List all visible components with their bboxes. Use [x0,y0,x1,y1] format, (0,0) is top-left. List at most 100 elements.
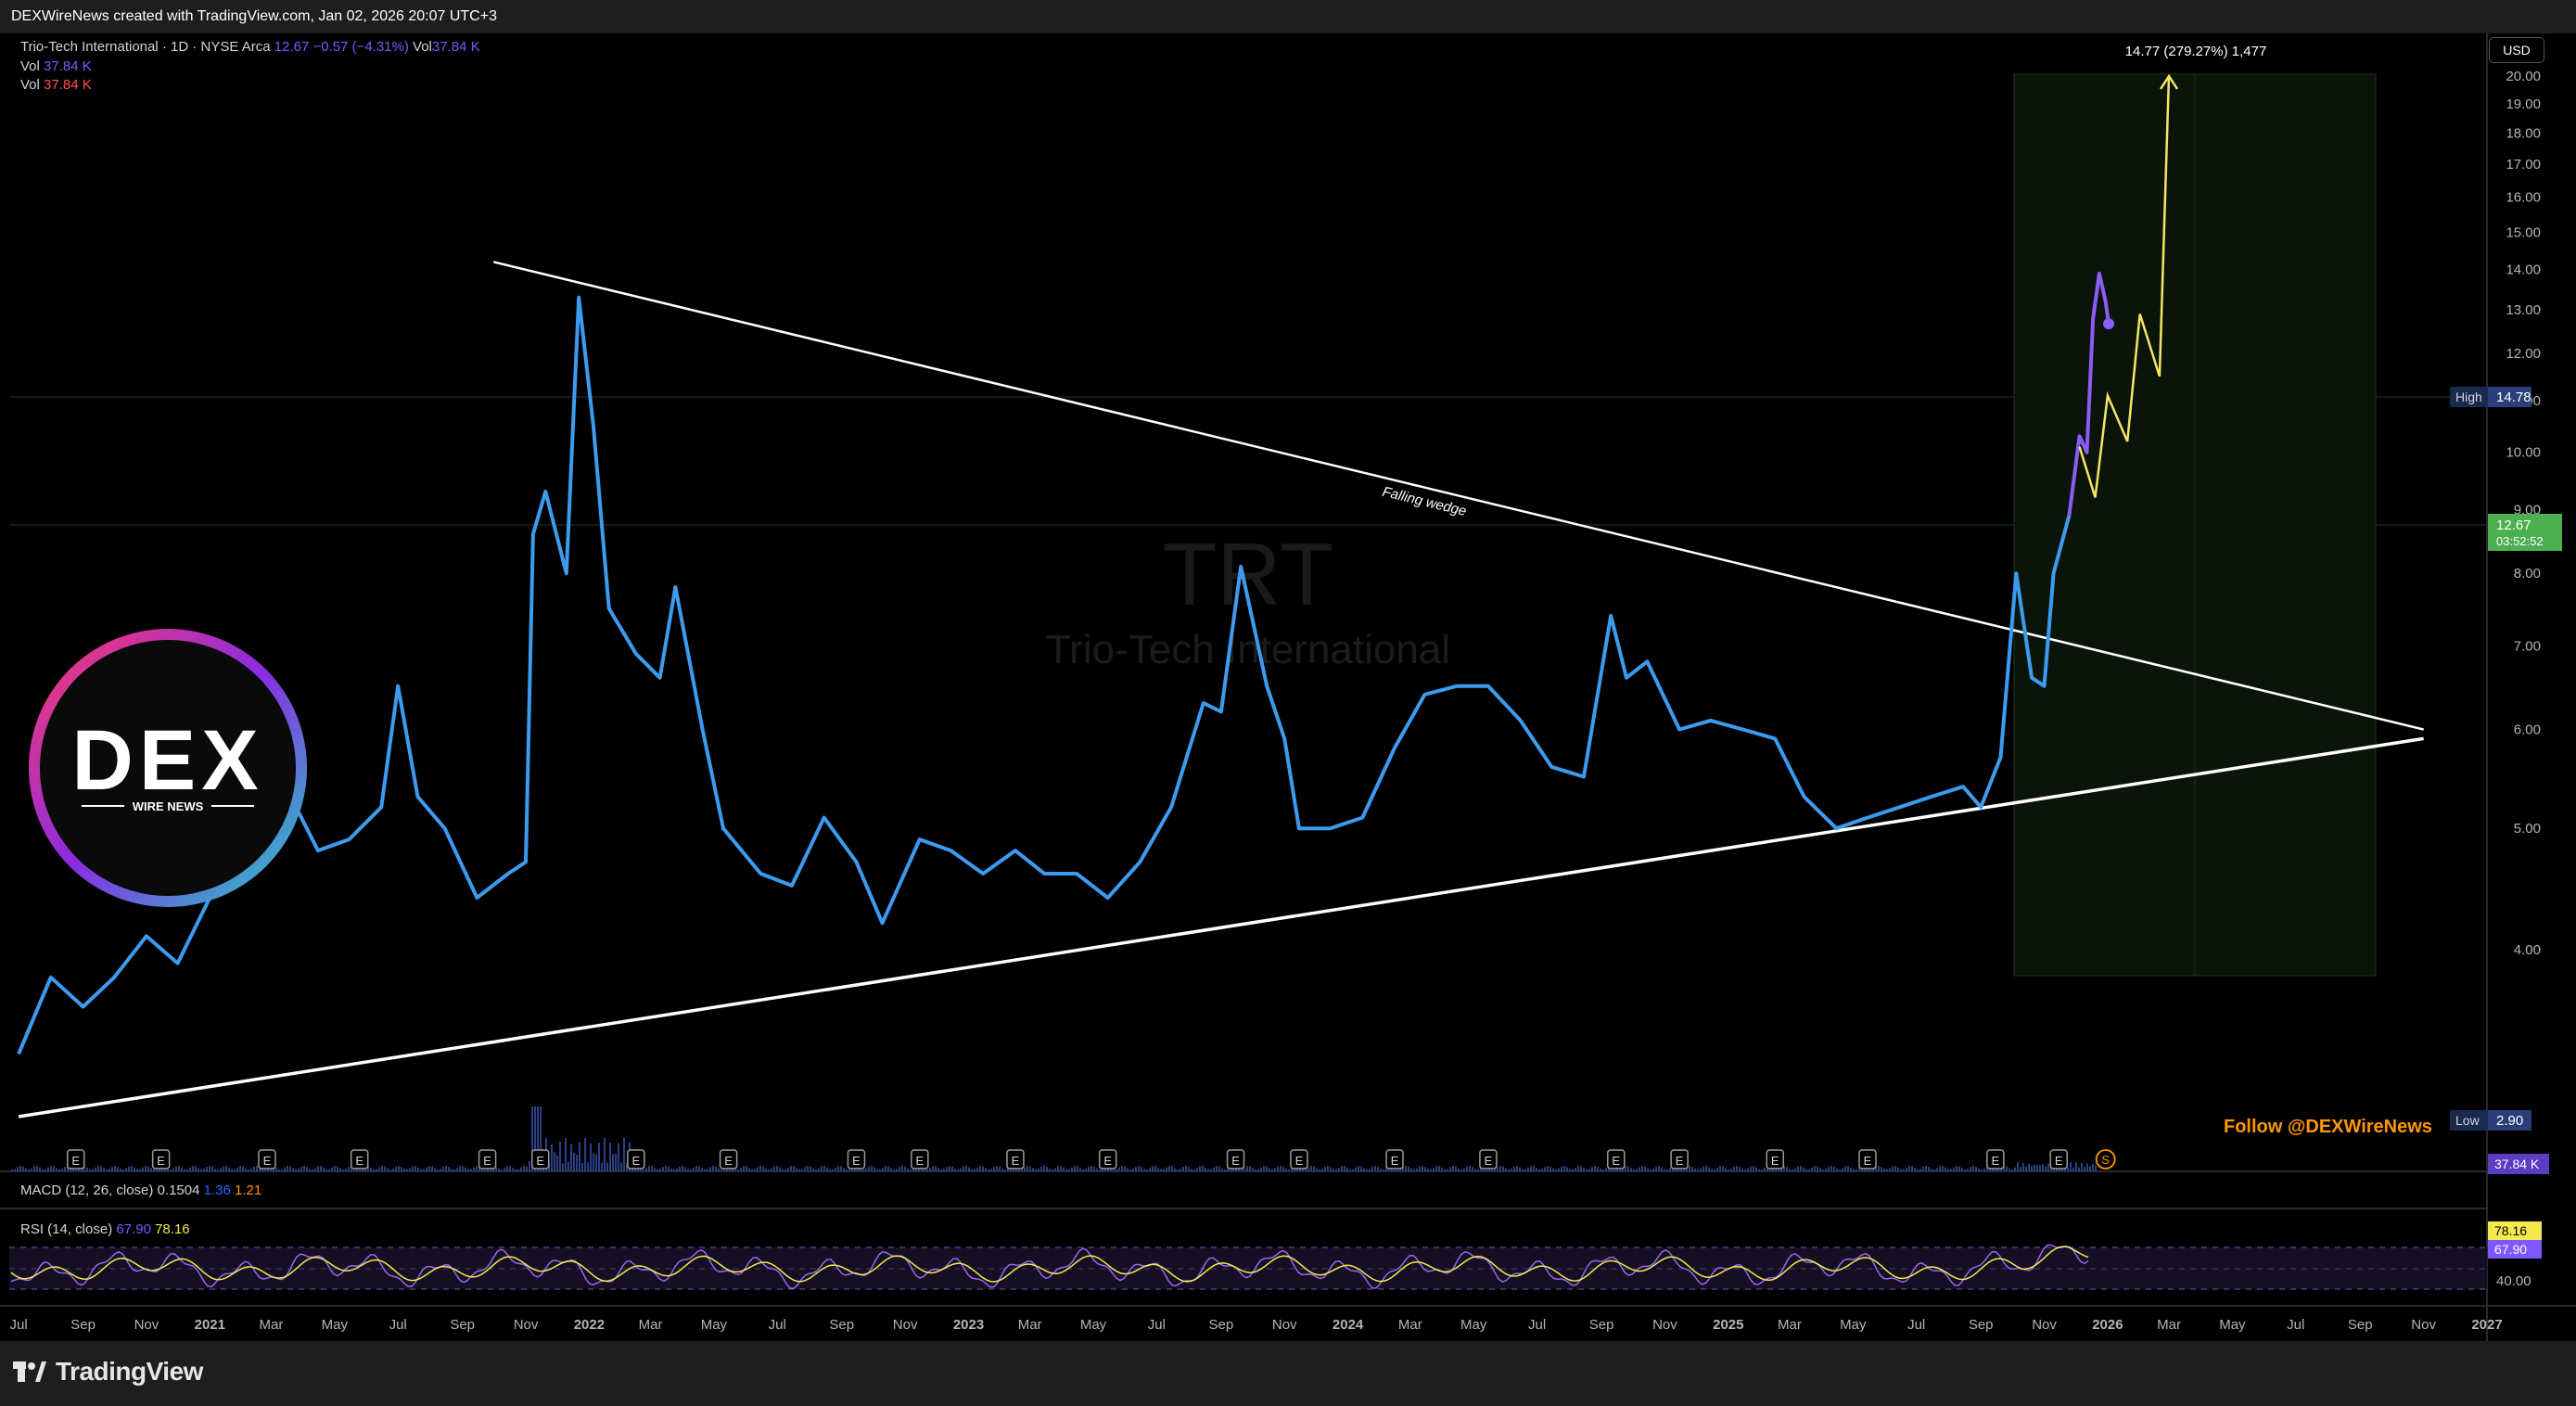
projection-path[interactable] [2078,75,2171,498]
volume-bar [1825,1169,1827,1171]
volume-bar [484,1169,486,1171]
volume-bar [924,1169,925,1171]
volume-bar [1911,1166,1913,1171]
volume-bar [673,1169,675,1171]
volume-bar [1132,1169,1134,1171]
volume-bar [1068,1169,1070,1171]
earnings-marker-box[interactable] [847,1149,866,1170]
earnings-marker-box[interactable] [1385,1149,1404,1170]
volume-bar [267,1168,269,1171]
tradingview-branding[interactable]: TradingView [13,1357,203,1387]
earnings-marker-box[interactable] [1290,1149,1308,1170]
volume-bar [1199,1166,1201,1171]
volume-bar [64,1167,66,1171]
volume-bar [1836,1169,1838,1171]
earnings-marker-box[interactable] [258,1149,276,1170]
volume-bar [56,1168,57,1171]
volume-bar [506,1166,508,1171]
volume-bar [1677,1168,1679,1171]
wedge-upper-trendline[interactable] [493,261,2424,731]
volume-bar [401,1167,402,1171]
volume-bar [1683,1169,1685,1171]
volume-bar [172,1168,174,1171]
volume-bar [1900,1169,1902,1171]
volume-bar [1288,1169,1290,1171]
volume-bar [437,1169,439,1171]
currency-button[interactable]: USD [2489,37,2544,63]
volume-bar [1466,1166,1468,1171]
volume-bar [206,1167,208,1171]
volume-bar [1360,1166,1362,1171]
volume-bar [1049,1169,1051,1171]
volume-bar [890,1168,892,1171]
time-tick-label: May [701,1317,728,1333]
split-marker-circle[interactable] [2095,1149,2116,1170]
earnings-marker-box[interactable] [1986,1149,2005,1170]
volume-bar [1664,1169,1665,1171]
volume-bar [1171,1166,1173,1171]
volume-bar [1719,1166,1721,1171]
volume-bar [2020,1167,2021,1171]
price-tick-label: 16.00 [2506,190,2541,206]
volume-bar [1307,1167,1309,1171]
rsi-legend[interactable]: RSI (14, close) 67.90 78.16 [20,1221,190,1237]
macd-legend[interactable]: MACD (12, 26, close) 0.1504 1.36 1.21 [20,1182,261,1198]
volume-bar [537,1106,539,1171]
volume-bar [495,1167,497,1171]
volume-bar [1152,1166,1154,1171]
volume-bar [117,1167,119,1171]
earnings-marker-box[interactable] [530,1149,550,1170]
volume-bar [1686,1167,1688,1171]
earnings-marker-box[interactable] [478,1149,497,1170]
volume-bar [1213,1167,1215,1171]
earnings-marker-box[interactable] [1006,1149,1025,1170]
earnings-marker-box[interactable] [1098,1149,1117,1170]
earnings-marker-box[interactable] [1607,1149,1626,1170]
volume-bar [2086,1163,2088,1171]
earnings-marker-box[interactable] [2049,1149,2068,1170]
earnings-marker-box[interactable] [627,1149,645,1170]
earnings-marker-box[interactable] [350,1149,369,1170]
earnings-marker-box[interactable] [151,1149,171,1170]
earnings-marker: E [1676,1154,1684,1168]
volume-legend-2[interactable]: Vol 37.84 K [20,77,92,93]
earnings-marker-box[interactable] [719,1149,738,1170]
volume-bar [1972,1166,1974,1171]
bottom-bar [0,1341,2576,1406]
volume-bar [679,1166,681,1171]
volume-legend-1[interactable]: Vol 37.84 K [20,58,92,74]
volume-bar [1511,1168,1512,1171]
volume-bar [823,1166,825,1171]
earnings-marker-box[interactable] [66,1149,85,1170]
earnings-marker-box[interactable] [1670,1149,1689,1170]
volume-bar [1166,1167,1167,1171]
earnings-marker-box[interactable] [911,1149,929,1170]
volume-bar [1377,1167,1379,1171]
volume-bar [1970,1167,1971,1171]
volume-bar [1883,1169,1885,1171]
volume-bar [1029,1166,1031,1171]
symbol-legend[interactable]: Trio-Tech International · 1D · NYSE Arca… [20,39,480,55]
volume-bar [1277,1166,1279,1171]
volume-bar [1349,1169,1351,1171]
earnings-marker-box[interactable] [1226,1149,1245,1170]
volume-bar [370,1167,372,1171]
volume-bar [2078,1167,2080,1171]
volume-bar [754,1169,756,1171]
volume-bar [2000,1167,2002,1171]
earnings-marker-box[interactable] [1766,1149,1784,1170]
volume-bar [1458,1168,1460,1171]
tradingview-icon [13,1361,46,1382]
volume-bar [593,1153,594,1171]
volume-bar [312,1169,313,1171]
volume-bar [946,1167,948,1171]
volume-bar [25,1169,27,1171]
earnings-marker: E [355,1154,363,1168]
wedge-lower-trendline[interactable] [18,736,2424,1118]
earnings-marker-box[interactable] [1479,1149,1498,1170]
earnings-marker-box[interactable] [1858,1149,1877,1170]
volume-bar [1182,1167,1184,1171]
volume-bar [1422,1166,1423,1171]
